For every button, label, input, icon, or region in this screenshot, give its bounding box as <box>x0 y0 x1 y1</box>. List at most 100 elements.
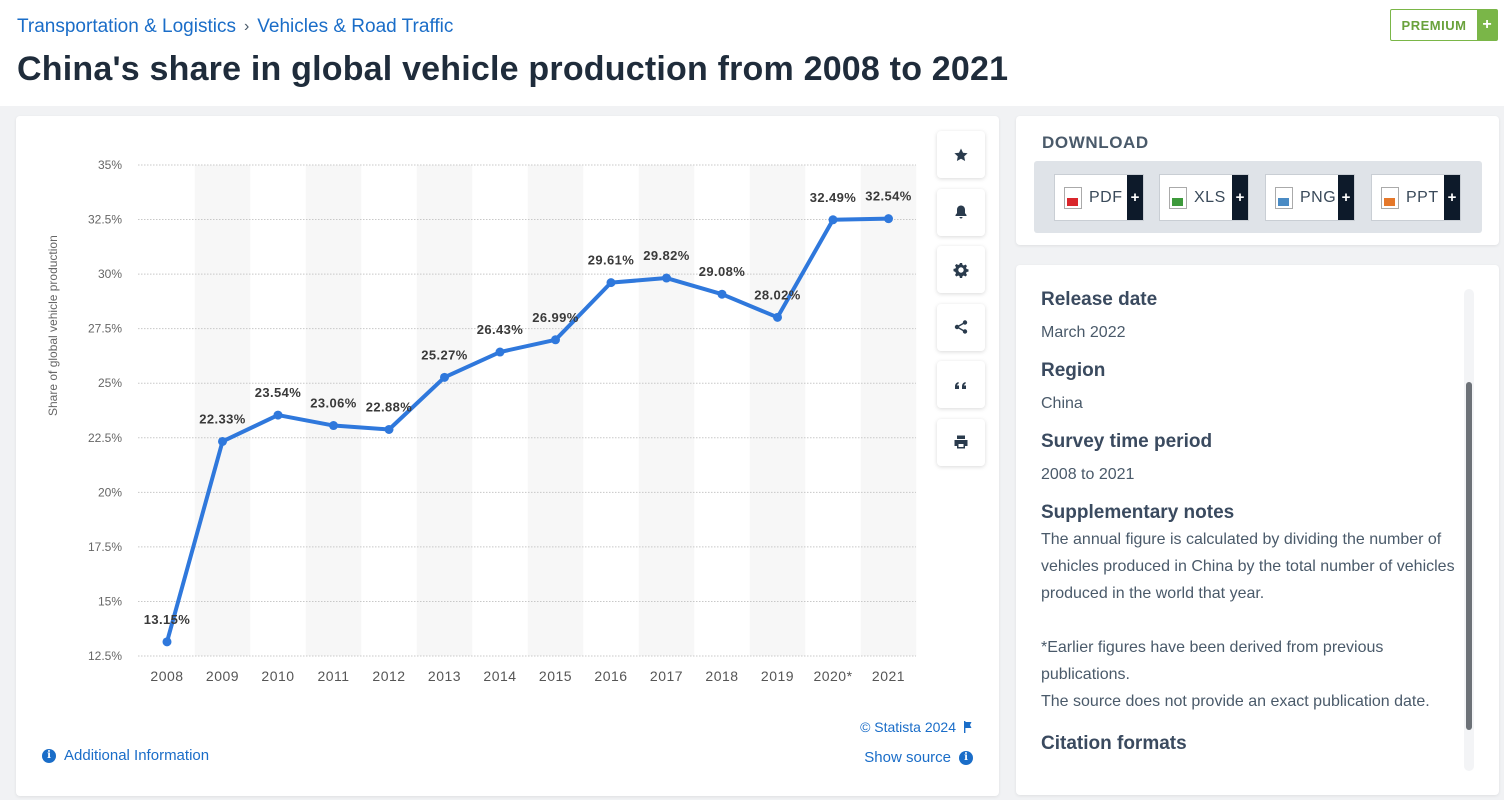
pdf-file-icon <box>1064 186 1082 209</box>
star-icon <box>954 148 968 161</box>
x-tick-label: 2013 <box>428 668 461 684</box>
data-label: 22.33% <box>199 411 246 426</box>
png-file-icon <box>1275 186 1293 209</box>
citation-formats-heading: Citation formats <box>1041 733 1187 754</box>
x-tick-label: 2014 <box>483 668 516 684</box>
survey-period-value: 2008 to 2021 <box>1041 466 1135 483</box>
data-label: 28.02% <box>754 287 801 302</box>
download-xls-label: XLS <box>1194 188 1226 206</box>
download-xls-button[interactable]: XLS + <box>1159 174 1249 221</box>
download-pdf-label: PDF <box>1089 188 1123 206</box>
print-button[interactable] <box>937 418 985 466</box>
citation-button[interactable] <box>937 361 985 408</box>
y-tick-label: 30% <box>98 267 122 281</box>
plus-icon: + <box>1477 10 1497 40</box>
y-tick-label: 17.5% <box>88 540 122 554</box>
breadcrumb-link-transportation[interactable]: Transportation & Logistics <box>17 16 236 37</box>
header: Transportation & Logistics › Vehicles & … <box>0 0 1504 106</box>
data-point <box>551 335 560 345</box>
column-band <box>305 165 362 656</box>
data-point <box>329 421 338 431</box>
supplementary-notes-heading: Supplementary notes <box>1041 502 1235 523</box>
settings-button[interactable] <box>937 246 985 293</box>
supplementary-notes-source: The source does not provide an exact pub… <box>1041 693 1430 710</box>
premium-button[interactable]: PREMIUM + <box>1390 9 1498 41</box>
x-tick-label: 2017 <box>650 668 683 684</box>
data-label: 32.49% <box>810 190 857 205</box>
plus-icon: + <box>1444 175 1460 220</box>
download-buttons: PDF + XLS + PNG + PPT + <box>1034 161 1482 233</box>
data-point <box>773 312 782 322</box>
x-tick-label: 2018 <box>705 668 738 684</box>
data-point <box>828 215 838 225</box>
release-date-heading: Release date <box>1041 289 1158 310</box>
copyright[interactable]: © Statista 2024 <box>860 719 973 735</box>
notification-button[interactable] <box>937 188 985 236</box>
page-title: China's share in global vehicle producti… <box>17 50 1009 88</box>
info-icon: i <box>42 748 56 763</box>
share-button[interactable] <box>937 303 985 351</box>
release-date-value: March 2022 <box>1041 324 1126 341</box>
data-label: 22.88% <box>366 399 413 414</box>
x-tick-label: 2019 <box>761 668 794 684</box>
plus-icon: + <box>1127 175 1143 220</box>
data-point <box>606 278 616 288</box>
additional-information-link[interactable]: i Additional Information <box>42 747 209 764</box>
x-tick-label: 2021 <box>872 668 905 684</box>
y-tick-label: 35% <box>98 158 122 172</box>
x-tick-label: 2008 <box>150 668 183 684</box>
data-label: 23.54% <box>255 385 302 400</box>
data-point <box>162 637 172 647</box>
x-tick-label: 2012 <box>372 668 405 684</box>
breadcrumb: Transportation & Logistics › Vehicles & … <box>17 16 453 38</box>
data-point <box>273 410 283 420</box>
data-label: 13.15% <box>144 612 191 627</box>
ppt-file-icon <box>1381 186 1399 209</box>
y-tick-label: 20% <box>98 485 122 499</box>
data-point <box>884 214 893 224</box>
plus-icon: + <box>1232 175 1248 220</box>
column-band <box>860 165 917 656</box>
download-ppt-label: PPT <box>1406 188 1439 206</box>
download-pdf-button[interactable]: PDF + <box>1054 174 1144 221</box>
y-tick-label: 32.5% <box>88 213 122 227</box>
download-title: DOWNLOAD <box>1042 133 1149 152</box>
region-heading: Region <box>1041 360 1106 381</box>
data-label: 32.54% <box>865 189 912 204</box>
column-band <box>527 165 584 656</box>
data-point <box>218 436 227 446</box>
download-ppt-button[interactable]: PPT + <box>1371 174 1461 221</box>
column-band <box>749 165 806 656</box>
x-tick-label: 2009 <box>206 668 239 684</box>
breadcrumb-separator: › <box>243 18 250 35</box>
breadcrumb-link-vehicles[interactable]: Vehicles & Road Traffic <box>257 16 454 37</box>
data-label: 25.27% <box>421 347 468 362</box>
print-icon <box>954 435 968 449</box>
x-tick-label: 2010 <box>261 668 294 684</box>
x-tick-label: 2015 <box>539 668 572 684</box>
gear-icon <box>953 262 969 278</box>
download-png-button[interactable]: PNG + <box>1265 174 1355 221</box>
series-line <box>165 216 891 644</box>
survey-period-heading: Survey time period <box>1041 431 1213 452</box>
supplementary-notes-earlier: *Earlier figures have been derived from … <box>1041 639 1384 683</box>
data-label: 29.08% <box>699 264 746 279</box>
x-tick-label: 2016 <box>594 668 627 684</box>
flag-icon <box>964 721 972 733</box>
favorite-button[interactable] <box>937 131 985 178</box>
y-tick-label: 15% <box>98 594 122 608</box>
show-source-label: Show source <box>864 749 951 766</box>
show-source-link[interactable]: Show source i <box>864 749 973 766</box>
data-point <box>440 372 449 382</box>
data-label: 26.99% <box>532 310 579 325</box>
data-point <box>717 289 727 299</box>
x-tick-label: 2020* <box>813 668 852 684</box>
y-tick-label: 12.5% <box>88 649 122 663</box>
y-axis-label: Share of global vehicle production <box>46 235 60 416</box>
data-label: 23.06% <box>310 396 357 411</box>
quote-icon <box>955 381 966 389</box>
scrollbar-thumb[interactable] <box>1466 382 1472 730</box>
data-point <box>662 273 671 283</box>
chart-card: 12.5% 15% 17.5% 20% 22.5% 25% 27.5% 30% 32.5% 35%… <box>16 116 999 796</box>
data-point <box>495 347 505 357</box>
